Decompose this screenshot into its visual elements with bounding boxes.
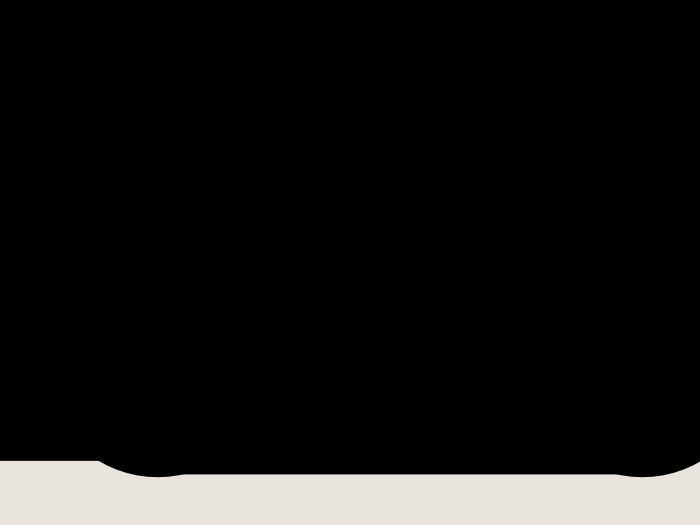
Text: 12: 12 xyxy=(610,371,626,384)
Text: Primary: Primary xyxy=(251,248,299,261)
Text: −: − xyxy=(462,214,472,224)
Text: +: + xyxy=(184,368,192,377)
Text: +: + xyxy=(463,336,471,346)
Text: Find the voltage $v_2(t)$ in the circuit.: Find the voltage $v_2(t)$ in the circuit… xyxy=(8,35,283,54)
Text: Example 1:: Example 1: xyxy=(8,17,111,34)
Text: $\mathbf{V}_2$: $\mathbf{V}_2$ xyxy=(468,369,486,386)
Text: Primary: Primary xyxy=(251,443,299,456)
Text: $v_2(t)$: $v_2(t)$ xyxy=(464,176,490,190)
Text: 3 H: 3 H xyxy=(421,176,441,189)
Text: −: − xyxy=(330,409,340,419)
Text: Secondary: Secondary xyxy=(499,443,566,456)
Text: $\mathbf{V}_1$: $\mathbf{V}_1$ xyxy=(317,369,335,386)
Text: $i_2(t)$: $i_2(t)$ xyxy=(531,95,554,111)
Text: $I_2$: $I_2$ xyxy=(538,291,547,306)
Text: 2 H: 2 H xyxy=(390,149,410,162)
Text: $v_1(t)$: $v_1(t)$ xyxy=(313,176,339,190)
Text: Secondary: Secondary xyxy=(499,248,566,261)
Text: $j$12: $j$12 xyxy=(421,369,441,386)
Text: Coupled Inductors: Coupled Inductors xyxy=(82,17,244,34)
Text: $j$8: $j$8 xyxy=(393,342,407,359)
Text: 8: 8 xyxy=(241,305,249,318)
Text: +: + xyxy=(184,173,192,183)
Text: +: + xyxy=(331,336,339,346)
Text: $I_1$: $I_1$ xyxy=(300,291,310,306)
Text: +: + xyxy=(331,141,339,151)
Text: $i_1(t)$: $i_1(t)$ xyxy=(293,95,317,111)
Text: 12 Ω: 12 Ω xyxy=(610,176,638,189)
Text: −: − xyxy=(462,409,472,419)
Text: 5 cos (4$t$ + 45°) V: 5 cos (4$t$ + 45°) V xyxy=(70,175,178,190)
Text: $j$16: $j$16 xyxy=(359,369,380,386)
Text: −: − xyxy=(330,214,340,224)
Text: 8 Ω: 8 Ω xyxy=(235,110,255,123)
Text: 5−45°: 5−45° xyxy=(137,371,178,384)
Text: −: − xyxy=(183,183,192,193)
Text: 4 H: 4 H xyxy=(359,176,379,189)
Text: −: − xyxy=(183,377,192,387)
Text: +: + xyxy=(463,141,471,151)
